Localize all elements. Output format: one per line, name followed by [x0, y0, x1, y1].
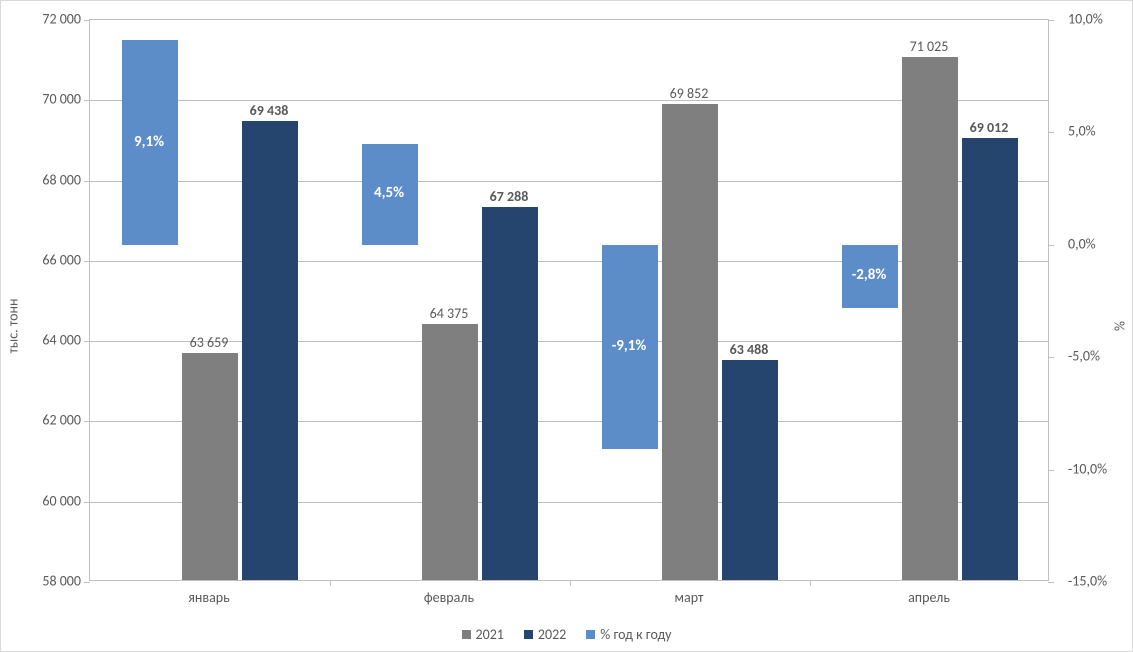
bar-2022	[242, 121, 298, 580]
y-right-tick-label: -15,0%	[1060, 573, 1132, 590]
pct-data-label: -9,1%	[612, 337, 647, 355]
legend-swatch-2021	[462, 630, 471, 639]
y-right-tick	[1048, 357, 1054, 358]
y-left-tick	[84, 421, 90, 422]
y-right-tick	[1048, 245, 1054, 246]
data-label-2022: 67 288	[490, 188, 529, 205]
bar-2022	[962, 138, 1018, 580]
bar-2022	[482, 207, 538, 580]
legend-label-2022: 2022	[538, 626, 566, 643]
data-label-2022: 69 438	[250, 102, 289, 119]
chart-container: тыс. тонн % 2021 2022 % год к году 58 00…	[0, 0, 1133, 652]
legend-label-pct: % год к году	[600, 626, 671, 643]
y-left-tick-label: 62 000	[1, 412, 81, 429]
y-right-axis-title: %	[1112, 321, 1129, 331]
y-right-tick-label: 10,0%	[1060, 11, 1132, 28]
y-right-tick	[1048, 132, 1054, 133]
data-label-2021: 69 852	[670, 85, 709, 102]
y-left-tick-label: 66 000	[1, 251, 81, 268]
legend-item-2021: 2021	[462, 626, 504, 643]
data-label-2021: 63 659	[190, 334, 229, 351]
y-left-tick-label: 72 000	[1, 11, 81, 28]
y-right-tick	[1048, 470, 1054, 471]
bar-2021	[662, 104, 718, 580]
plot-area	[89, 19, 1049, 581]
y-left-tick-label: 68 000	[1, 171, 81, 188]
pct-data-label: 4,5%	[374, 184, 404, 202]
y-left-tick	[84, 341, 90, 342]
bar-2021	[422, 324, 478, 580]
legend-label-2021: 2021	[476, 626, 504, 643]
y-right-tick-label: -5,0%	[1060, 348, 1132, 365]
x-category-label: апрель	[908, 589, 950, 606]
x-category-label: январь	[188, 589, 229, 606]
y-left-tick-label: 58 000	[1, 573, 81, 590]
data-label-2022: 63 488	[730, 341, 769, 358]
legend-item-2022: 2022	[524, 626, 566, 643]
pct-data-label: 9,1%	[134, 133, 164, 151]
y-left-tick-label: 60 000	[1, 492, 81, 509]
data-label-2022: 69 012	[970, 119, 1009, 136]
y-left-tick	[84, 582, 90, 583]
x-category-label: февраль	[424, 589, 474, 606]
legend-swatch-2022	[524, 630, 533, 639]
pct-data-label: -2,8%	[852, 266, 887, 284]
y-right-tick	[1048, 582, 1054, 583]
data-label-2021: 64 375	[430, 305, 469, 322]
bar-2022	[722, 360, 778, 580]
bar-2021	[902, 57, 958, 580]
legend-swatch-pct	[586, 630, 595, 639]
legend-item-pct: % год к году	[586, 626, 671, 643]
y-left-tick	[84, 261, 90, 262]
y-left-tick	[84, 502, 90, 503]
y-left-tick-label: 70 000	[1, 91, 81, 108]
y-right-tick-label: 5,0%	[1060, 123, 1132, 140]
bar-2021	[182, 353, 238, 580]
y-left-tick	[84, 181, 90, 182]
x-tick	[810, 580, 811, 586]
y-right-tick-label: -10,0%	[1060, 460, 1132, 477]
x-category-label: март	[675, 589, 704, 606]
y-left-tick-label: 64 000	[1, 332, 81, 349]
legend: 2021 2022 % год к году	[1, 626, 1132, 643]
y-left-tick	[84, 100, 90, 101]
data-label-2021: 71 025	[910, 38, 949, 55]
y-left-tick	[84, 20, 90, 21]
y-right-tick-label: 0,0%	[1060, 235, 1132, 252]
x-tick	[570, 580, 571, 586]
x-tick	[330, 580, 331, 586]
y-right-tick	[1048, 20, 1054, 21]
